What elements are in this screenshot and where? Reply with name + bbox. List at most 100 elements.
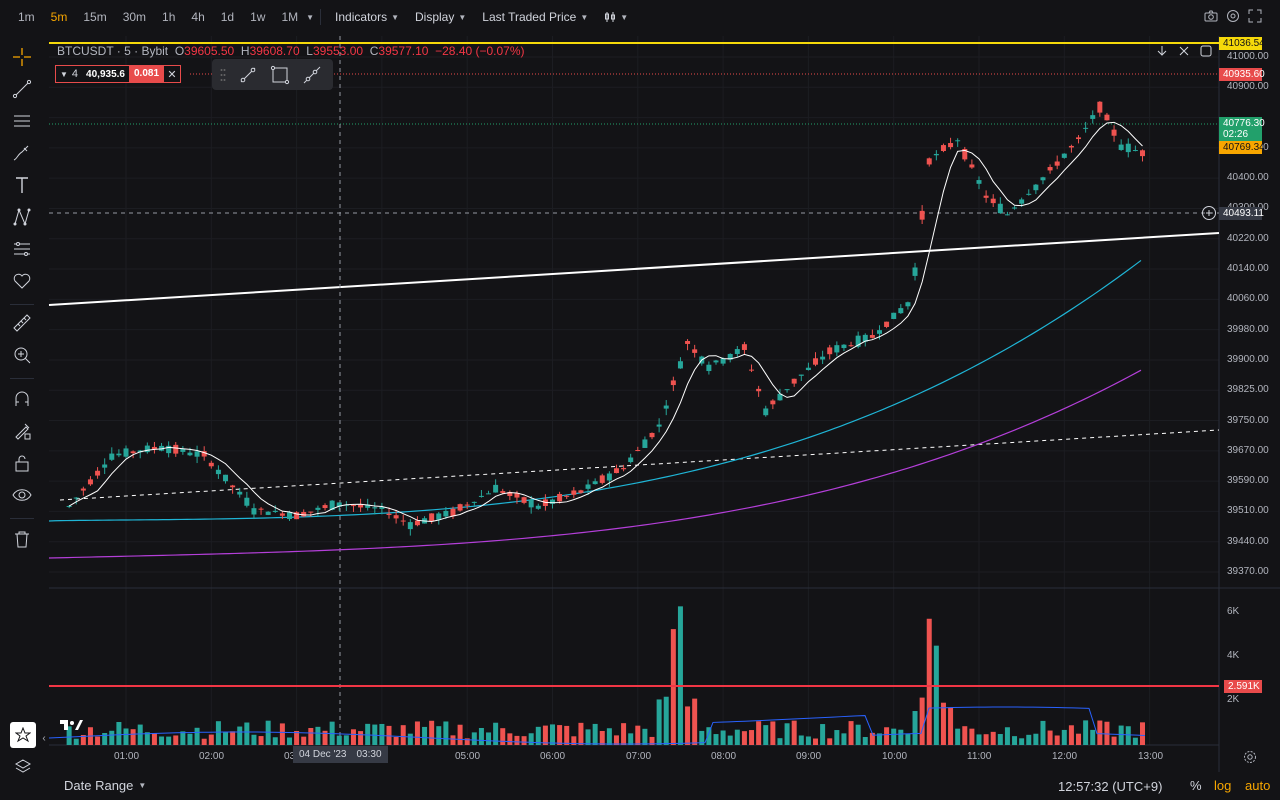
- volume-tick: 4K: [1227, 650, 1240, 661]
- date-range-button[interactable]: Date Range ▼: [64, 778, 146, 793]
- volume-bar: [663, 696, 669, 745]
- scroll-down-icon[interactable]: [1151, 40, 1173, 62]
- candle-body: [301, 512, 307, 517]
- volume-bar: [1054, 735, 1060, 745]
- toolbar-right: [1204, 9, 1262, 23]
- maximize-icon[interactable]: [1195, 40, 1217, 62]
- volume-bar: [1040, 720, 1046, 745]
- text-icon[interactable]: [11, 174, 33, 196]
- timeframe-1h[interactable]: 1h: [162, 10, 176, 24]
- auto-toggle[interactable]: auto: [1245, 778, 1271, 793]
- horizontal-lines-icon[interactable]: [11, 110, 33, 132]
- crosshair-icon[interactable]: [11, 46, 33, 68]
- eye-icon[interactable]: [11, 484, 33, 506]
- volume-bar: [962, 726, 968, 745]
- volume-bar: [670, 629, 676, 745]
- timeframe-more-icon[interactable]: ▼: [306, 12, 315, 22]
- toolbar-divider: [10, 518, 34, 519]
- volume-bar: [848, 721, 854, 745]
- candle-body: [464, 504, 470, 506]
- pattern-icon[interactable]: [11, 206, 33, 228]
- candle-body: [80, 488, 86, 491]
- zoom-in-icon[interactable]: [11, 344, 33, 366]
- close-value: 39577.10: [378, 44, 429, 58]
- timeframe-1M[interactable]: 1M: [281, 10, 299, 24]
- lock-icon[interactable]: [11, 452, 33, 474]
- settings-icon[interactable]: [1226, 9, 1240, 23]
- timeframe-4h[interactable]: 4h: [191, 10, 205, 24]
- log-toggle[interactable]: log: [1214, 778, 1232, 793]
- trash-icon[interactable]: [11, 528, 33, 550]
- timeframe-1w[interactable]: 1w: [250, 10, 266, 24]
- trend-line: [48, 232, 1220, 306]
- collapse-icon[interactable]: [1173, 40, 1195, 62]
- volume-bar: [379, 723, 385, 745]
- candle-body: [507, 491, 513, 497]
- candle-body: [1054, 161, 1060, 166]
- candle-body: [884, 321, 890, 327]
- timeframe-15m[interactable]: 15m: [83, 10, 107, 24]
- chevron-down-icon: ▼: [60, 69, 68, 79]
- timeframe-1m[interactable]: 1m: [18, 10, 35, 24]
- add-alert-icon[interactable]: [1198, 202, 1220, 224]
- volume-bar: [763, 725, 769, 745]
- magnet-icon[interactable]: [11, 388, 33, 410]
- close-icon[interactable]: ✕: [167, 68, 177, 81]
- price-type-button[interactable]: Last Traded Price ▼: [474, 10, 596, 24]
- timeframe-1d[interactable]: 1d: [220, 10, 235, 24]
- lock-drawing-icon[interactable]: [11, 420, 33, 442]
- candle-body: [66, 506, 72, 508]
- chevron-down-icon: ▼: [620, 12, 629, 22]
- candle-body: [983, 195, 989, 198]
- volume-bar: [919, 697, 925, 745]
- collapse-left-icon[interactable]: ‹: [42, 732, 46, 744]
- percent-toggle[interactable]: %: [1190, 778, 1202, 793]
- camera-icon[interactable]: [1204, 9, 1218, 23]
- drag-handle-icon[interactable]: [220, 68, 226, 82]
- volume-bar: [535, 726, 541, 745]
- volume-bar: [244, 722, 250, 745]
- close-label: C: [369, 44, 379, 58]
- fullscreen-icon[interactable]: [1248, 9, 1262, 23]
- volume-bar: [677, 606, 683, 745]
- chart-type-button[interactable]: ▼: [596, 11, 636, 23]
- candle-body: [798, 374, 804, 376]
- candle-body: [87, 479, 93, 485]
- timeframe-30m[interactable]: 30m: [122, 10, 147, 24]
- candle-body: [436, 513, 442, 520]
- volume-bar: [1004, 727, 1010, 745]
- volume-bar: [692, 698, 698, 745]
- rectangle-tool-icon[interactable]: [270, 65, 290, 85]
- order-count[interactable]: ▼ 4: [56, 68, 82, 80]
- candle-body: [948, 143, 954, 148]
- time-tick: 05:00: [455, 751, 481, 762]
- candle-body: [962, 149, 968, 160]
- price-tick: 41000.00: [1227, 51, 1269, 62]
- volume-bar: [820, 724, 826, 745]
- candle-body: [912, 267, 918, 276]
- timeframe-5m[interactable]: 5m: [50, 10, 68, 24]
- candle-body: [990, 198, 996, 204]
- layers-icon[interactable]: [12, 756, 34, 778]
- display-button[interactable]: Display ▼: [407, 10, 474, 24]
- indicators-button[interactable]: Indicators ▼: [327, 10, 407, 24]
- volume-bar: [727, 735, 733, 745]
- favorites-heart-icon[interactable]: [11, 270, 33, 292]
- gear-icon[interactable]: [1239, 746, 1261, 768]
- candle-body: [308, 511, 314, 513]
- order-line-widget[interactable]: ▼ 4 40,935.6 0.081 ✕: [55, 65, 182, 83]
- volume-bar: [777, 738, 783, 745]
- ruler-icon[interactable]: [11, 312, 33, 334]
- favorite-star-icon[interactable]: [10, 722, 36, 748]
- trendline-icon[interactable]: [11, 78, 33, 100]
- trendline-tool-icon[interactable]: [238, 65, 258, 85]
- brush-icon[interactable]: [11, 142, 33, 164]
- candle-body: [528, 499, 534, 508]
- timezone-clock[interactable]: 12:57:32 (UTC+9): [1058, 779, 1163, 794]
- position-icon[interactable]: [11, 238, 33, 260]
- volume-bar: [948, 707, 954, 745]
- time-tick: 09:00: [796, 751, 822, 762]
- price-type-label: Last Traded Price: [482, 10, 577, 24]
- ray-tool-icon[interactable]: [302, 65, 322, 85]
